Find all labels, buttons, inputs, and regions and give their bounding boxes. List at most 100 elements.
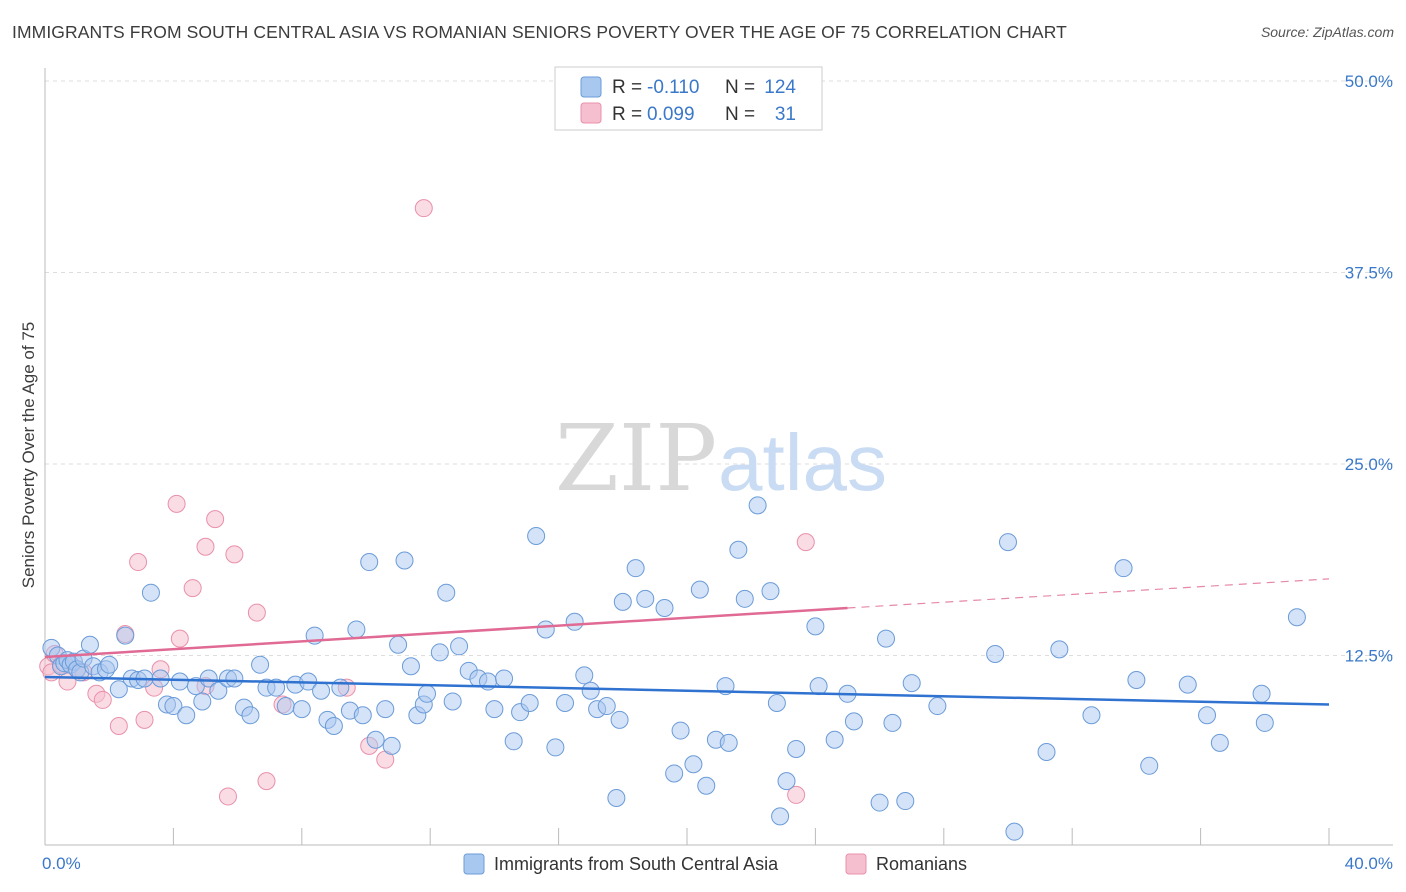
immigrants-point: [1050, 640, 1069, 659]
legend-n-label-1: N =: [725, 77, 755, 98]
immigrants-point: [536, 620, 555, 639]
bottom-legend-swatch-blue: [463, 853, 485, 875]
immigrants-point: [395, 551, 414, 570]
immigrants-point: [575, 666, 594, 685]
immigrants-point: [761, 582, 780, 601]
axes-layer: [44, 68, 1393, 846]
immigrants-point: [437, 583, 456, 602]
immigrants-point: [636, 589, 655, 608]
immigrants-point: [312, 681, 331, 700]
immigrants-point: [366, 730, 385, 749]
romanians-point: [225, 545, 244, 564]
romanians-point: [206, 510, 225, 529]
immigrants-point: [665, 764, 684, 783]
romanians-point: [247, 603, 266, 622]
romanians-point: [167, 494, 186, 513]
immigrants-point: [809, 677, 828, 696]
immigrants-point: [276, 697, 295, 716]
immigrants-trendline: [44, 675, 1330, 706]
immigrants-point: [209, 681, 228, 700]
romanians-point: [218, 787, 237, 806]
immigrants-point: [581, 681, 600, 700]
immigrants-point: [520, 693, 539, 712]
immigrants-point: [324, 716, 343, 735]
romanians-point: [183, 579, 202, 598]
immigrants-point: [1255, 713, 1274, 732]
immigrants-point: [607, 788, 626, 807]
legend-swatch-blue: [580, 76, 602, 98]
immigrants-point: [870, 793, 889, 812]
y-tick-label: 12.5%: [1345, 647, 1393, 666]
trend-layer: [44, 578, 1330, 706]
immigrants-point: [1082, 706, 1101, 725]
immigrants-point: [389, 635, 408, 654]
immigrants-point: [613, 592, 632, 611]
immigrants-point: [748, 496, 767, 515]
immigrants-point: [928, 697, 947, 716]
immigrants-point: [527, 527, 546, 546]
x-tick-right: 40.0%: [1345, 854, 1393, 873]
immigrants-point: [565, 612, 584, 631]
immigrants-point: [626, 559, 645, 578]
immigrants-point: [292, 700, 311, 719]
immigrants-point: [347, 620, 366, 639]
legend-swatch-pink: [580, 102, 602, 124]
immigrants-point: [655, 599, 674, 618]
immigrants-point: [671, 721, 690, 740]
legend-n-value-2: 31: [775, 104, 796, 125]
y-tick-labels: 12.5% 25.0% 37.5% 50.0%: [1345, 72, 1393, 666]
watermark: ZIP atlas: [555, 405, 887, 512]
grid-layer: [45, 80, 1393, 656]
immigrants-point: [556, 693, 575, 712]
y-axis-label: Seniors Poverty Over the Age of 75: [19, 322, 38, 588]
immigrants-point: [787, 739, 806, 758]
romanians-point: [787, 785, 806, 804]
immigrants-point: [1127, 671, 1146, 690]
immigrants-point: [1287, 608, 1306, 627]
immigrants-point: [382, 736, 401, 755]
immigrants-point: [116, 626, 135, 645]
immigrants-point: [1210, 733, 1229, 752]
immigrants-point: [546, 738, 565, 757]
bottom-legend-label-1: Immigrants from South Central Asia: [494, 854, 779, 874]
legend-r-value-2: 0.099: [647, 104, 695, 125]
immigrants-point: [430, 643, 449, 662]
immigrants-point: [251, 655, 270, 674]
immigrants-point: [1178, 675, 1197, 694]
immigrants-point: [225, 669, 244, 688]
immigrants-point: [806, 617, 825, 636]
immigrants-point: [1252, 684, 1271, 703]
immigrants-point: [443, 692, 462, 711]
legend-n-value-1: 124: [764, 77, 796, 98]
immigrants-point: [697, 776, 716, 795]
romanians-point: [93, 690, 112, 709]
immigrants-point: [450, 637, 469, 656]
romanians-trendline-extension: [847, 578, 1330, 609]
immigrants-point: [1005, 822, 1024, 841]
immigrants-point: [767, 693, 786, 712]
immigrants-point: [684, 755, 703, 774]
legend-r-label-2: R =: [612, 104, 642, 125]
immigrants-point: [495, 669, 514, 688]
immigrants-point: [986, 644, 1005, 663]
series-legend: Immigrants from South Central Asia Roman…: [463, 853, 967, 875]
immigrants-point: [902, 674, 921, 693]
romanians-point: [196, 537, 215, 556]
immigrants-point: [1037, 743, 1056, 762]
immigrants-point: [193, 692, 212, 711]
immigrants-point: [877, 629, 896, 648]
watermark-atlas: atlas: [718, 418, 887, 507]
immigrants-point: [1114, 559, 1133, 578]
immigrants-point: [170, 672, 189, 691]
chart-title: IMMIGRANTS FROM SOUTH CENTRAL ASIA VS RO…: [12, 22, 1067, 42]
immigrants-point: [999, 533, 1017, 552]
immigrants-point: [241, 706, 260, 725]
immigrants-point: [199, 669, 218, 688]
immigrants-point: [610, 710, 629, 729]
immigrants-point: [331, 678, 350, 697]
immigrants-point: [109, 680, 128, 699]
watermark-zip: ZIP: [555, 405, 717, 512]
immigrants-point: [719, 733, 738, 752]
immigrants-point: [177, 706, 196, 725]
